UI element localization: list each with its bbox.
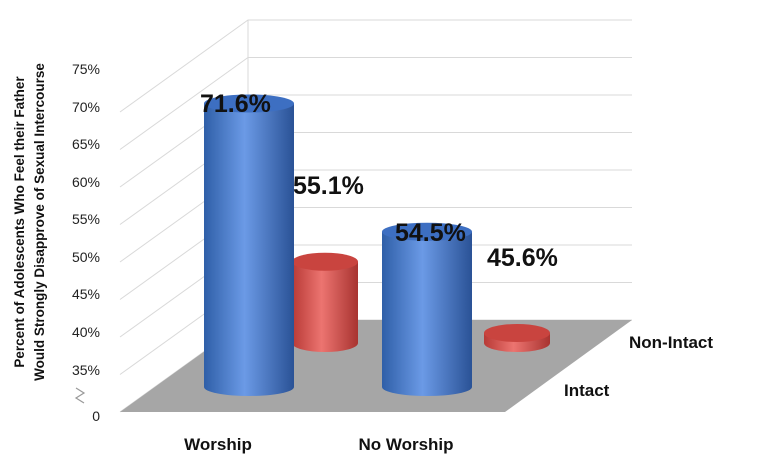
y-axis-title-line-1: Percent of Adolescents Who Feel their Fa… xyxy=(12,76,27,368)
y-tick-label: 60% xyxy=(72,174,100,190)
y-tick-label: 65% xyxy=(72,136,100,152)
bar-intact xyxy=(382,222,472,396)
y-tick-label: 0 xyxy=(92,408,100,424)
bars-intact xyxy=(204,94,472,396)
axis-break-icon xyxy=(74,387,86,404)
data-label-non-intact: 55.1% xyxy=(293,172,364,200)
bar-non-intact xyxy=(484,324,550,352)
y-tick-label: 40% xyxy=(72,324,100,340)
chart-floor xyxy=(120,320,632,412)
series-label-intact: Intact xyxy=(564,381,610,400)
y-tick-label: 45% xyxy=(72,286,100,302)
y-tick-label: 35% xyxy=(72,362,100,378)
gridline xyxy=(119,132,632,225)
gridline xyxy=(119,19,632,113)
gridline xyxy=(119,94,632,188)
data-labels: 71.6% 54.5% 55.1% 45.6% xyxy=(200,90,558,272)
gridline xyxy=(119,57,632,150)
bar-intact xyxy=(204,94,294,396)
y-axis-title: Percent of Adolescents Who Feel their Fa… xyxy=(12,63,47,381)
category-label-worship: Worship xyxy=(184,435,252,454)
category-label-no-worship: No Worship xyxy=(358,435,453,454)
y-tick-label: 70% xyxy=(72,99,100,115)
y-axis-ticks: 75% 70% 65% 60% 55% 50% 45% 40% 35% 0 xyxy=(72,61,100,424)
data-label-intact: 54.5% xyxy=(395,219,466,247)
y-tick-label: 75% xyxy=(72,61,100,77)
bars-non-intact xyxy=(292,252,550,352)
series-label-non-intact: Non-Intact xyxy=(629,333,713,352)
y-axis-title-line-2: Would Strongly Disapprove of Sexual Inte… xyxy=(32,63,47,381)
bar-non-intact xyxy=(292,252,358,352)
y-tick-label: 55% xyxy=(72,211,100,227)
y-tick-label: 50% xyxy=(72,249,100,265)
data-label-non-intact: 45.6% xyxy=(487,244,558,272)
data-label-intact: 71.6% xyxy=(200,90,271,118)
